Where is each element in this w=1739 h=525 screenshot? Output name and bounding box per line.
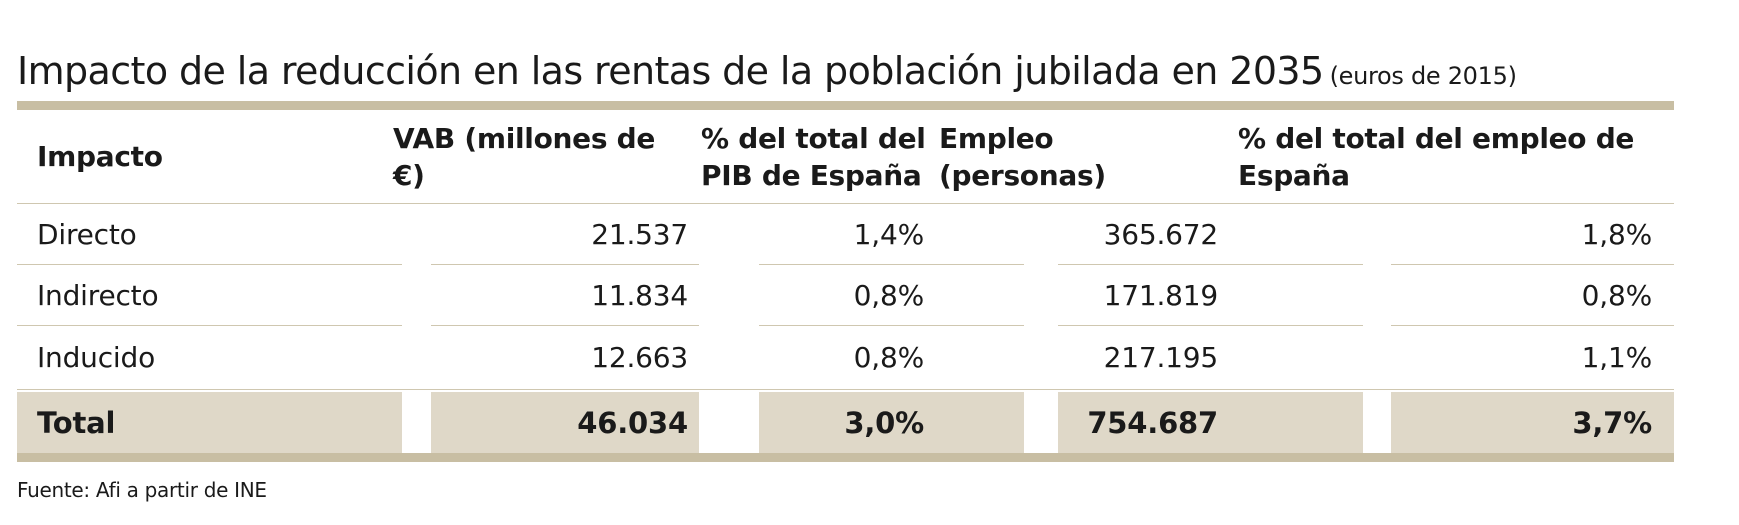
row-label: Directo [37,217,137,251]
row-label: Indirecto [37,278,159,312]
table-title: Impacto de la reducción en las rentas de… [17,48,1517,99]
table-top-rule [17,101,1674,110]
row-empleo: 217.195 [1103,340,1219,374]
row-separator [1058,264,1363,265]
header-empleo-pct: % del total del empleo de España [1238,121,1635,192]
total-label: Total [37,405,116,440]
row-separator [431,264,699,265]
source-note: Fuente: Afi a partir de INE [17,478,267,502]
row-separator [759,325,1024,326]
row-empleo-pct: 1,1% [1581,340,1653,374]
row-separator [1058,325,1363,326]
total-row-background [1391,392,1674,453]
row-separator [1391,264,1674,265]
row-label: Inducido [37,340,156,374]
row-pib-pct: 1,4% [853,217,925,251]
row-separator [17,325,402,326]
header-impacto: Impacto [37,140,163,173]
row-separator [17,389,1674,390]
total-row-background [431,392,699,453]
row-vab: 11.834 [591,278,688,312]
row-separator [431,325,699,326]
header-vab: VAB (millones de €) [393,121,656,192]
total-pib-pct: 3,0% [844,405,924,440]
impact-table: Impacto VAB (millones de €) % del total … [17,101,1674,462]
total-row-background [17,392,402,453]
table-bottom-rule [17,453,1674,462]
total-row-background [1058,392,1363,453]
row-separator [1391,325,1674,326]
header-pib-pct: % del total del PIB de España [701,121,926,192]
title-main: Impacto de la reducción en las rentas de… [17,49,1324,93]
row-vab: 12.663 [591,340,688,374]
header-empleo: Empleo (personas) [939,121,1106,192]
header-separator [17,203,1674,204]
row-empleo: 365.672 [1103,217,1219,251]
row-empleo-pct: 1,8% [1581,217,1653,251]
total-row-background [759,392,1024,453]
row-empleo: 171.819 [1103,278,1219,312]
row-pib-pct: 0,8% [853,340,925,374]
row-vab: 21.537 [591,217,688,251]
row-pib-pct: 0,8% [853,278,925,312]
row-separator [17,264,402,265]
total-empleo-pct: 3,7% [1572,405,1652,440]
row-empleo-pct: 0,8% [1581,278,1653,312]
total-empleo: 754.687 [1087,405,1218,440]
title-units: (euros de 2015) [1329,62,1517,90]
total-vab: 46.034 [577,405,688,440]
row-separator [759,264,1024,265]
